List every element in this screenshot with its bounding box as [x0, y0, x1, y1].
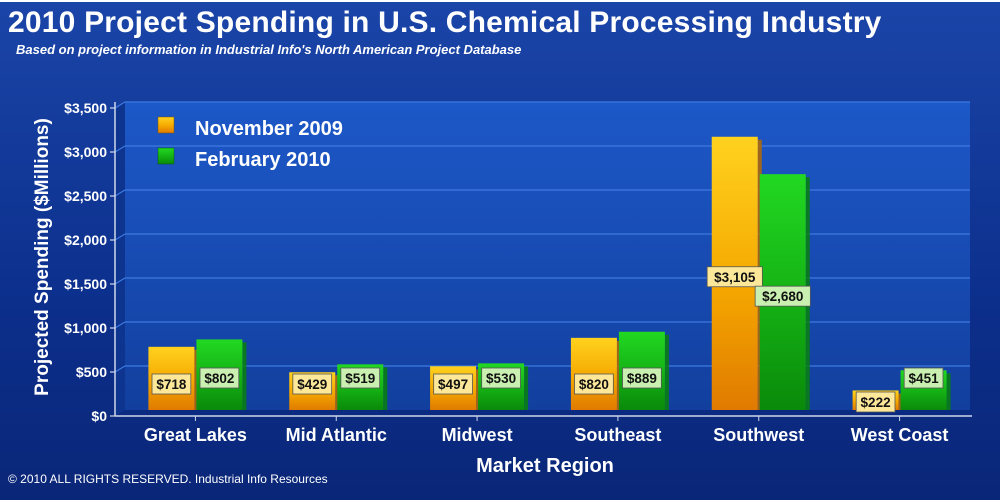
x-tick-label: West Coast [851, 425, 949, 445]
data-label: $451 [909, 371, 940, 386]
data-label-box [199, 367, 240, 389]
x-tick-label: Midwest [442, 425, 513, 445]
data-label: $889 [627, 371, 657, 386]
bar-side-feb2010 [524, 366, 529, 410]
data-label: $429 [297, 377, 327, 392]
chart-subtitle: Based on project information in Industri… [16, 42, 522, 57]
data-label-box [903, 367, 944, 389]
gridline-depth [114, 233, 126, 241]
data-label: $3,105 [714, 270, 756, 285]
y-axis-title: Projected Spending ($Millions) [32, 118, 53, 396]
data-label-box [574, 373, 614, 395]
chart-title: 2010 Project Spending in U.S. Chemical P… [8, 6, 882, 39]
y-tick-label: $0 [91, 408, 107, 424]
data-label-box [292, 373, 333, 395]
legend-swatch-feb2010 [157, 147, 175, 165]
legend-label-feb2010: February 2010 [195, 149, 331, 171]
x-tick-label: Southeast [574, 425, 661, 445]
data-label-box [754, 285, 811, 307]
legend: November 2009 February 2010 [157, 116, 343, 171]
x-tick-label: Great Lakes [144, 425, 247, 445]
plot-area [125, 102, 970, 410]
gridline-depth [114, 101, 126, 109]
bar-side-feb2010 [664, 334, 669, 410]
legend-swatch-nov2009 [157, 116, 175, 134]
gridline-depth [114, 189, 126, 197]
data-label-box [706, 266, 763, 288]
y-tick-label: $3,500 [64, 100, 107, 116]
data-label-box [622, 367, 662, 389]
bar-side-feb2010 [383, 367, 388, 410]
gridline-depth [114, 321, 126, 329]
legend-label-nov2009: November 2009 [195, 118, 343, 140]
data-label-box [481, 367, 521, 389]
data-label-box [855, 391, 896, 413]
data-label-box [151, 373, 192, 395]
data-label: $2,680 [762, 289, 803, 304]
x-axis-title: Market Region [476, 455, 614, 477]
bar-side-feb2010 [242, 342, 247, 410]
gridline-depth [114, 277, 126, 285]
data-label: $497 [438, 377, 468, 392]
data-label: $519 [345, 371, 375, 386]
y-tick-label: $2,500 [64, 188, 107, 204]
data-label: $718 [156, 377, 187, 392]
plot-left-wall [115, 102, 125, 416]
data-label: $802 [204, 371, 234, 386]
y-tick-label: $500 [76, 364, 107, 380]
y-tick-label: $2,000 [64, 232, 107, 248]
x-tick-label: Mid Atlantic [286, 425, 387, 445]
copyright-notice: © 2010 ALL RIGHTS RESERVED. Industrial I… [8, 472, 328, 486]
data-label: $820 [579, 377, 609, 392]
data-label: $530 [486, 371, 516, 386]
gridline-depth [114, 145, 126, 153]
bar-side-feb2010 [946, 373, 951, 410]
y-tick-label: $3,000 [64, 144, 107, 160]
data-label-box [340, 367, 381, 389]
y-tick-label: $1,500 [64, 276, 107, 292]
x-tick-label: Southwest [713, 425, 804, 445]
gridline-depth [114, 365, 126, 373]
data-label: $222 [861, 395, 891, 410]
y-tick-label: $1,000 [64, 320, 107, 336]
data-label-box [433, 373, 473, 395]
